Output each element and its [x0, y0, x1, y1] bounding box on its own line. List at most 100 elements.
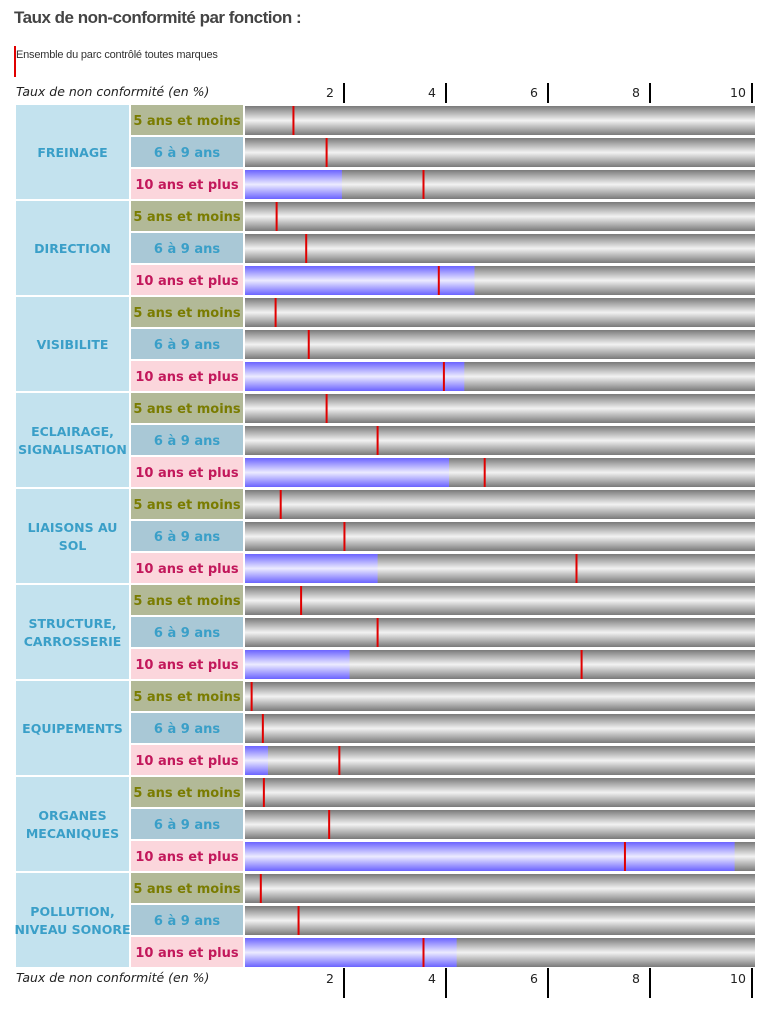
age-label-bg	[131, 169, 243, 199]
age-label: 6 à 9 ans	[154, 530, 220, 545]
age-label: 10 ans et plus	[135, 274, 238, 289]
age-label: 10 ans et plus	[135, 946, 238, 961]
row-4-1: 6 à 9 ans	[131, 521, 755, 551]
age-label-bg	[131, 681, 243, 711]
axis-label-bottom: Taux de non conformité (en %)	[16, 970, 210, 985]
age-label: 5 ans et moins	[133, 114, 241, 129]
group-label: STRUCTURE, CARROSSERIE	[24, 616, 122, 649]
row-3-2: 10 ans et plus	[131, 457, 755, 487]
age-label-bg	[131, 617, 243, 647]
age-label: 5 ans et moins	[133, 402, 241, 417]
group-1: DIRECTION 5 ans et moins 6 à 9 ans 10 ans e…	[16, 201, 755, 295]
row-2-2: 10 ans et plus	[131, 361, 755, 391]
row-7-1: 6 à 9 ans	[131, 809, 755, 839]
bar-track	[245, 106, 755, 135]
row-0-2: 10 ans et plus	[131, 169, 755, 199]
age-label: 10 ans et plus	[135, 658, 238, 673]
group-label-bg	[16, 777, 129, 871]
row-8-2: 10 ans et plus	[131, 937, 755, 967]
row-6-2: 10 ans et plus	[131, 745, 755, 775]
row-6-1: 6 à 9 ans	[131, 713, 755, 743]
age-label-bg	[131, 201, 243, 231]
age-label-bg	[131, 841, 243, 871]
chart-title: Taux de non-conformité par fonction :	[14, 8, 302, 27]
group-label: ORGANES MECANIQUES	[26, 808, 119, 841]
age-label-bg	[131, 745, 243, 775]
group-label: LIAISONS AU SOL	[28, 520, 118, 553]
age-label: 6 à 9 ans	[154, 914, 220, 929]
group-label: FREINAGE	[37, 145, 107, 160]
row-1-0: 5 ans et moins	[131, 201, 755, 231]
bar-track	[245, 522, 755, 551]
age-label: 6 à 9 ans	[154, 434, 220, 449]
bar-value	[245, 266, 475, 295]
bar-track	[245, 202, 755, 231]
age-label: 5 ans et moins	[133, 306, 241, 321]
bar-track	[245, 586, 755, 615]
bar-track	[245, 394, 755, 423]
group-label-bg	[16, 489, 129, 583]
x-axis-bottom: 2 4 6 8 10	[326, 968, 753, 998]
x-axis-top-tick-label-6: 6	[530, 85, 538, 100]
age-label-bg	[131, 393, 243, 423]
bar-track	[245, 490, 755, 519]
age-label: 10 ans et plus	[135, 466, 238, 481]
axis-label-top: Taux de non conformité (en %)	[16, 84, 210, 99]
age-label: 6 à 9 ans	[154, 722, 220, 737]
age-label-bg	[131, 809, 243, 839]
row-1-1: 6 à 9 ans	[131, 233, 755, 263]
bar-track	[245, 426, 755, 455]
group-label-bg	[16, 297, 129, 391]
bar-value	[245, 554, 378, 583]
age-label-bg	[131, 585, 243, 615]
age-label: 5 ans et moins	[133, 594, 241, 609]
row-1-2: 10 ans et plus	[131, 265, 755, 295]
bar-value	[245, 938, 457, 967]
bar-track	[245, 746, 755, 775]
age-label-bg	[131, 553, 243, 583]
bar-value	[245, 746, 268, 775]
row-5-2: 10 ans et plus	[131, 649, 755, 679]
legend-label: Ensemble du parc contrôlé toutes marques	[16, 49, 218, 61]
group-label-bg	[16, 681, 129, 775]
row-0-1: 6 à 9 ans	[131, 137, 755, 167]
group-label: DIRECTION	[34, 241, 111, 256]
group-label: EQUIPEMENTS	[22, 721, 123, 736]
age-label: 10 ans et plus	[135, 754, 238, 769]
group-label: POLLUTION, NIVEAU SONORE	[15, 904, 131, 937]
row-8-0: 5 ans et moins	[131, 873, 755, 903]
group-label: ECLAIRAGE, SIGNALISATION	[18, 424, 127, 457]
bar-track	[245, 330, 755, 359]
age-label-bg	[131, 297, 243, 327]
age-label: 6 à 9 ans	[154, 338, 220, 353]
group-0: FREINAGE 5 ans et moins 6 à 9 ans 10 ans et…	[16, 105, 755, 199]
x-axis-bottom-tick-label-10: 10	[730, 971, 746, 986]
group-7: ORGANES MECANIQUES 5 ans et moins 6 à 9 ans…	[16, 777, 755, 871]
bar-track	[245, 298, 755, 327]
row-5-1: 6 à 9 ans	[131, 617, 755, 647]
age-label: 5 ans et moins	[133, 882, 241, 897]
bar-value	[245, 170, 342, 199]
age-label-bg	[131, 233, 243, 263]
row-2-0: 5 ans et moins	[131, 297, 755, 327]
x-axis-bottom-tick-label-8: 8	[632, 971, 640, 986]
age-label: 5 ans et moins	[133, 210, 241, 225]
age-label: 10 ans et plus	[135, 370, 238, 385]
age-label-bg	[131, 361, 243, 391]
group-label-bg	[16, 201, 129, 295]
bar-track	[245, 682, 755, 711]
bar-value	[245, 362, 465, 391]
group-6: EQUIPEMENTS 5 ans et moins 6 à 9 ans 10 ans…	[16, 681, 755, 775]
group-3: ECLAIRAGE, SIGNALISATION 5 ans et moins 6 à…	[16, 393, 755, 487]
group-label-bg	[16, 393, 129, 487]
row-4-0: 5 ans et moins	[131, 489, 755, 519]
bar-value	[245, 650, 350, 679]
age-label-bg	[131, 937, 243, 967]
row-0-0: 5 ans et moins	[131, 105, 755, 135]
bar-track	[245, 234, 755, 263]
legend-marker	[14, 46, 16, 77]
age-label-bg	[131, 777, 243, 807]
age-label-bg	[131, 713, 243, 743]
bar-value	[245, 458, 449, 487]
bar-track	[245, 618, 755, 647]
